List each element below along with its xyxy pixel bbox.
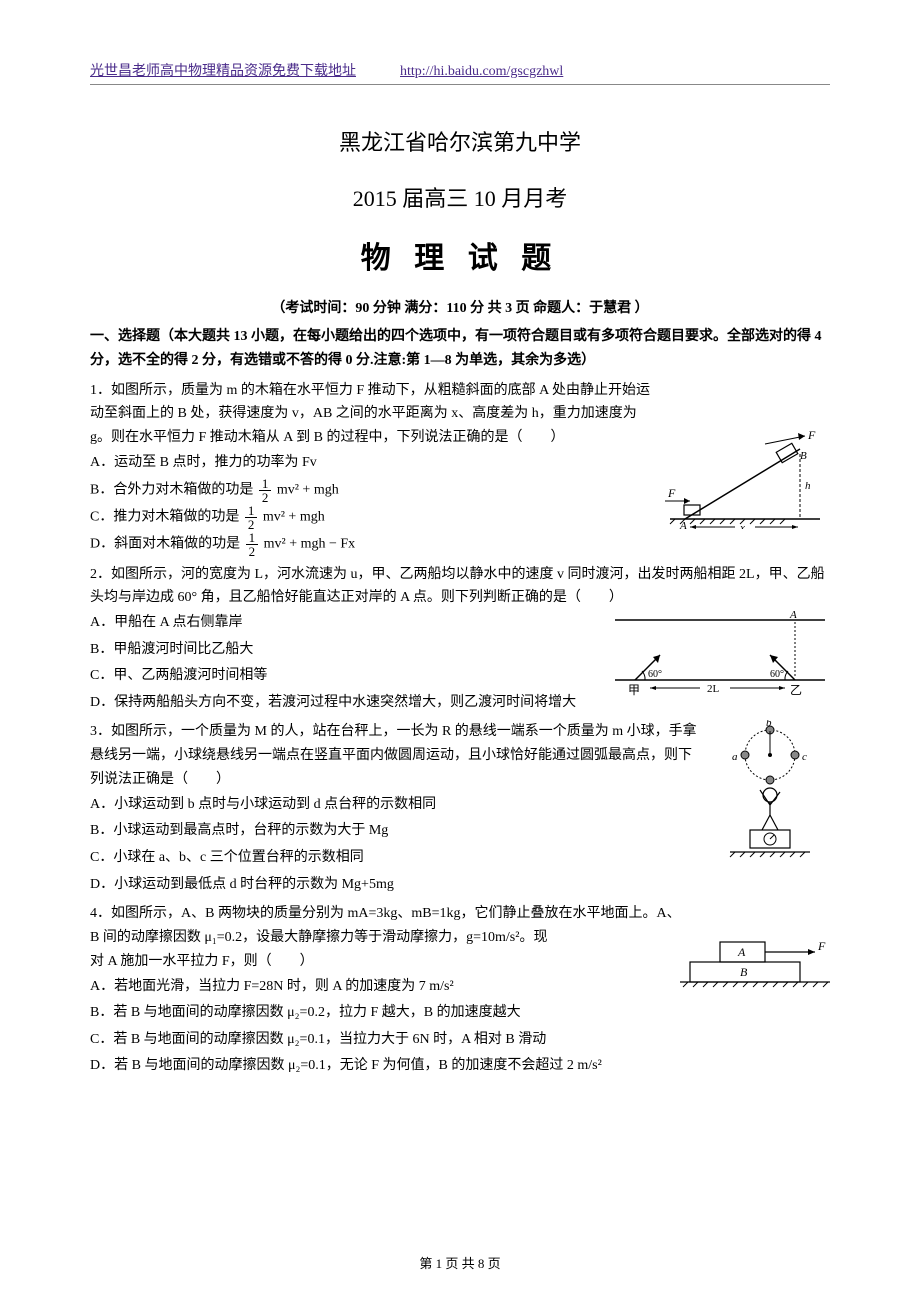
q4-opt-b: B．若 B 与地面间的动摩擦因数 μ₂=0.2，拉力 F 越大，B 的加速度越大 bbox=[90, 1000, 670, 1027]
q4-figure: A B F bbox=[680, 934, 830, 1013]
question-1: 1．如图所示，质量为 m 的木箱在水平恒力 F 推动下，从粗糙斜面的底部 A 处… bbox=[90, 379, 830, 559]
header-source-text: 光世昌老师高中物理精品资源免费下载地址 bbox=[90, 64, 356, 79]
q2-figure: A 60° 60° 甲 乙 2L bbox=[610, 610, 830, 709]
q1-c-post: mv² + mgh bbox=[263, 510, 325, 525]
q1-c-pre: C．推力对木箱做的功是 bbox=[90, 510, 239, 525]
q2-stem: 2．如图所示，河的宽度为 L，河水流速为 u，甲、乙两船均以静水中的速度 v 同… bbox=[90, 563, 830, 611]
exam-meta: （考试时间：90 分钟 满分：110 分 共 3 页 命题人：于慧君 ） bbox=[90, 297, 830, 317]
q1-b-post: mv² + mgh bbox=[277, 482, 339, 497]
q3-stem: 3．如图所示，一个质量为 M 的人，站在台秤上，一长为 R 的悬线一端系一个质量… bbox=[90, 720, 700, 791]
fraction-icon: 12 bbox=[259, 477, 272, 504]
fraction-icon: 12 bbox=[246, 531, 259, 558]
q1-fig-label-h: h bbox=[805, 480, 811, 492]
q4-stem-l3: 对 A 施加一水平拉力 F，则（ ） bbox=[90, 950, 670, 974]
q1-d-post: mv² + mgh − Fx bbox=[264, 537, 356, 552]
page-header: 光世昌老师高中物理精品资源免费下载地址 http://hi.baidu.com/… bbox=[90, 60, 830, 85]
q1-opt-a: A．运动至 B 点时，推力的功率为 Fv bbox=[90, 450, 650, 477]
q4-fig-label-f: F bbox=[817, 939, 826, 953]
q1-fig-label-b: B bbox=[800, 450, 807, 462]
q1-d-pre: D．斜面对木箱做的功是 bbox=[90, 537, 240, 552]
q1-fig-label-x: x bbox=[739, 522, 745, 529]
page-footer: 第 1 页 共 8 页 bbox=[0, 1253, 920, 1272]
q2-fig-label-ang2: 60° bbox=[770, 669, 784, 680]
q2-fig-label-a: A bbox=[789, 610, 797, 621]
exam-page: 光世昌老师高中物理精品资源免费下载地址 http://hi.baidu.com/… bbox=[0, 0, 920, 1302]
q2-opt-a: A．甲船在 A 点右侧靠岸 bbox=[90, 610, 600, 637]
q1-fig-label-f1: F bbox=[667, 486, 676, 500]
q3-opt-c: C．小球在 a、b、c 三个位置台秤的示数相同 bbox=[90, 845, 700, 872]
q1-fig-label-f2: F bbox=[807, 429, 816, 442]
q1-stem: 1．如图所示，质量为 m 的木箱在水平恒力 F 推动下，从粗糙斜面的底部 A 处… bbox=[90, 379, 650, 450]
title-exam: 2015 届高三 10 月月考 bbox=[90, 181, 830, 213]
question-4: 4．如图所示，A、B 两物块的质量分别为 mA=3kg、mB=1kg，它们静止叠… bbox=[90, 902, 830, 1080]
question-2: 2．如图所示，河的宽度为 L，河水流速为 u，甲、乙两船均以静水中的速度 v 同… bbox=[90, 563, 830, 717]
q4-opt-d: D．若 B 与地面间的动摩擦因数 μ₂=0.1，无论 F 为何值，B 的加速度不… bbox=[90, 1053, 830, 1080]
q2-opt-c: C．甲、乙两船渡河时间相等 bbox=[90, 663, 600, 690]
q2-opt-d: D．保持两船船头方向不变，若渡河过程中水速突然增大，则乙渡河时间将增大 bbox=[90, 690, 600, 717]
q4-fig-label-b: B bbox=[740, 965, 748, 979]
title-school: 黑龙江省哈尔滨第九中学 bbox=[90, 125, 830, 157]
q3-opt-d: D．小球运动到最低点 d 时台秤的示数为 Mg+5mg bbox=[90, 872, 700, 899]
q2-fig-label-2l: 2L bbox=[707, 683, 720, 695]
q1-opt-c: C．推力对木箱做的功是 12 mv² + mgh bbox=[90, 504, 650, 531]
q2-fig-label-jia: 甲 bbox=[628, 683, 640, 697]
q4-opt-a: A．若地面光滑，当拉力 F=28N 时，则 A 的加速度为 7 m/s² bbox=[90, 974, 670, 1001]
q4-stem-l1: 4．如图所示，A、B 两物块的质量分别为 mA=3kg、mB=1kg，它们静止叠… bbox=[90, 902, 830, 926]
q1-figure: F F A B h x bbox=[660, 429, 830, 538]
q3-fig-label-c: c bbox=[802, 751, 807, 763]
q1-opt-b: B．合外力对木箱做的功是 12 mv² + mgh bbox=[90, 477, 650, 504]
q2-fig-label-yi: 乙 bbox=[790, 683, 802, 697]
fraction-icon: 12 bbox=[245, 504, 258, 531]
q3-opt-b: B．小球运动到最高点时，台秤的示数为大于 Mg bbox=[90, 818, 700, 845]
q3-fig-label-a: a bbox=[732, 751, 738, 763]
q1-fig-label-a: A bbox=[679, 520, 687, 529]
q2-opt-b: B．甲船渡河时间比乙船大 bbox=[90, 637, 600, 664]
q1-opt-d: D．斜面对木箱做的功是 12 mv² + mgh − Fx bbox=[90, 531, 650, 558]
section-1-heading: 一、选择题（本大题共 13 小题，在每小题给出的四个选项中，有一项符合题目或有多… bbox=[90, 325, 830, 373]
q3-fig-label-b: b bbox=[766, 720, 772, 729]
title-subject: 物 理 试 题 bbox=[90, 233, 830, 277]
header-url[interactable]: http://hi.baidu.com/gscgzhwl bbox=[400, 64, 563, 80]
q1-b-pre: B．合外力对木箱做的功是 bbox=[90, 482, 253, 497]
q3-opt-a: A．小球运动到 b 点时与小球运动到 d 点台秤的示数相同 bbox=[90, 792, 700, 819]
q4-stem-l2: B 间的动摩擦因数 μ₁=0.2，设最大静摩擦力等于滑动摩擦力，g=10m/s²… bbox=[90, 926, 670, 950]
q4-opt-c: C．若 B 与地面间的动摩擦因数 μ₂=0.1，当拉力大于 6N 时，A 相对 … bbox=[90, 1027, 830, 1054]
q4-fig-label-a: A bbox=[737, 945, 746, 959]
q2-fig-label-ang1: 60° bbox=[648, 669, 662, 680]
q3-figure: b a c bbox=[710, 720, 830, 879]
question-3: 3．如图所示，一个质量为 M 的人，站在台秤上，一长为 R 的悬线一端系一个质量… bbox=[90, 720, 830, 898]
